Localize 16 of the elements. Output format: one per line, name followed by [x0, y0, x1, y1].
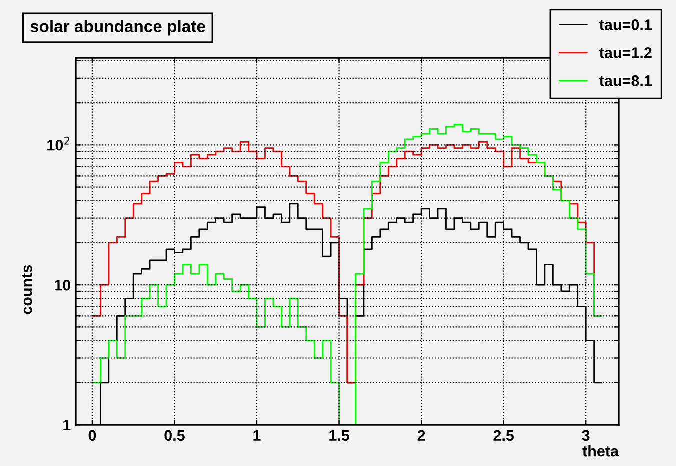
- legend-label: tau=0.1: [600, 20, 652, 30]
- x-tick-label: 0.5: [164, 430, 185, 442]
- chart-title: solar abundance plate: [30, 20, 206, 36]
- legend-label: tau=1.2: [600, 48, 652, 58]
- x-axis-title: theta: [582, 445, 620, 457]
- y-axis-title: counts: [22, 265, 32, 314]
- x-tick-label: 2.5: [494, 430, 514, 442]
- y-tick-label: 10$^{2}$: [48, 136, 70, 151]
- x-tick-label: 0: [88, 430, 96, 442]
- legend-label: tau=8.1: [600, 76, 652, 86]
- x-tick-label: 3: [582, 430, 590, 442]
- x-tick-label: 1: [254, 430, 261, 441]
- y-tick-label: 10: [55, 280, 71, 291]
- y-tick-label: 1: [64, 420, 71, 431]
- x-tick-label: 2: [418, 430, 426, 441]
- x-tick-label: 1.5: [330, 430, 350, 442]
